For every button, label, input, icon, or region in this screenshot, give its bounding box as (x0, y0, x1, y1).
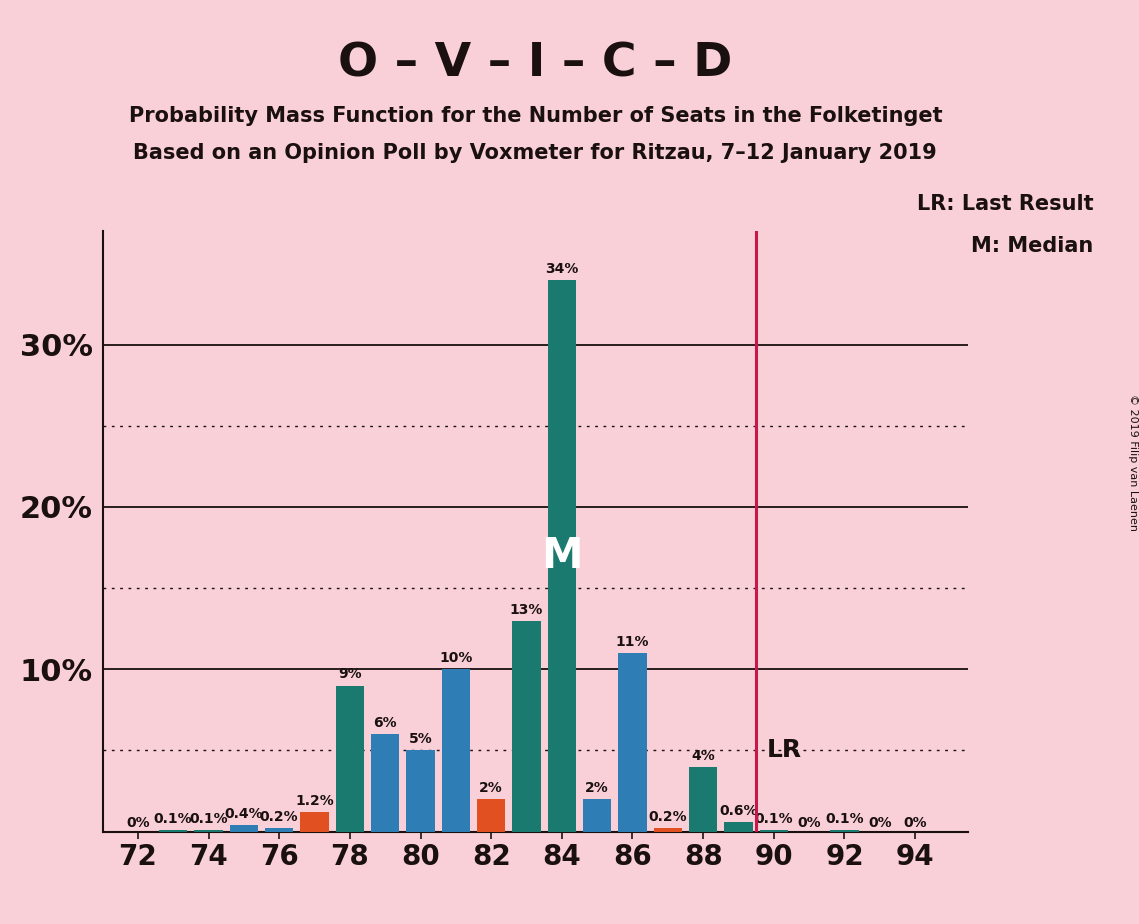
Bar (654, 828, 682, 832)
Text: 0.1%: 0.1% (754, 812, 793, 826)
Bar (301, 812, 329, 832)
Text: 34%: 34% (546, 261, 579, 275)
Text: M: M (541, 535, 582, 577)
Text: Based on an Opinion Poll by Voxmeter for Ritzau, 7–12 January 2019: Based on an Opinion Poll by Voxmeter for… (133, 143, 937, 164)
Text: © 2019 Filip van Laenen: © 2019 Filip van Laenen (1129, 394, 1138, 530)
Text: LR: Last Result: LR: Last Result (917, 194, 1093, 214)
Text: Probability Mass Function for the Number of Seats in the Folketinget: Probability Mass Function for the Number… (129, 106, 942, 127)
Text: M: Median: M: Median (972, 236, 1093, 256)
Bar (265, 828, 294, 832)
Bar (548, 280, 576, 832)
Text: 0%: 0% (868, 816, 892, 830)
Text: LR: LR (767, 738, 802, 762)
Bar (513, 621, 541, 832)
Text: 0%: 0% (903, 816, 927, 830)
Bar (442, 669, 470, 832)
Text: 11%: 11% (616, 635, 649, 649)
Text: 0%: 0% (126, 816, 149, 830)
Text: 2%: 2% (585, 781, 609, 795)
Text: 1.2%: 1.2% (295, 794, 334, 808)
Text: 10%: 10% (440, 651, 473, 665)
Text: 0.4%: 0.4% (224, 807, 263, 821)
Text: 2%: 2% (480, 781, 503, 795)
Text: 0.1%: 0.1% (154, 812, 192, 826)
Text: 9%: 9% (338, 667, 362, 682)
Bar (583, 799, 612, 832)
Text: 5%: 5% (409, 733, 433, 747)
Text: 0.1%: 0.1% (825, 812, 863, 826)
Text: O – V – I – C – D: O – V – I – C – D (338, 42, 732, 87)
Bar (195, 830, 222, 832)
Text: 13%: 13% (510, 602, 543, 616)
Bar (336, 686, 364, 832)
Bar (618, 653, 647, 832)
Bar (760, 830, 788, 832)
Bar (230, 825, 257, 832)
Text: 0.1%: 0.1% (189, 812, 228, 826)
Text: 0.2%: 0.2% (648, 810, 687, 824)
Text: 0.2%: 0.2% (260, 810, 298, 824)
Text: 0.6%: 0.6% (719, 804, 757, 818)
Bar (724, 821, 753, 832)
Bar (407, 750, 435, 832)
Bar (371, 735, 400, 832)
Text: 4%: 4% (691, 748, 715, 762)
Bar (830, 830, 859, 832)
Text: 6%: 6% (374, 716, 398, 730)
Bar (689, 767, 718, 832)
Text: 0%: 0% (797, 816, 821, 830)
Bar (159, 830, 187, 832)
Bar (477, 799, 506, 832)
